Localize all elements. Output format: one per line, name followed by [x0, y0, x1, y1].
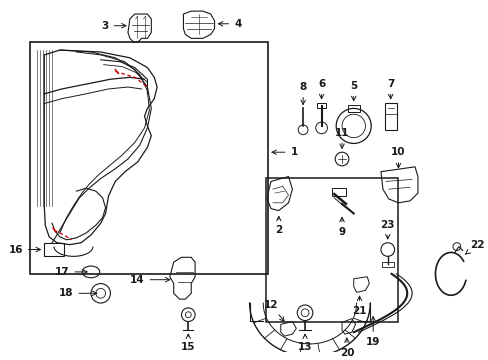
- Text: 18: 18: [59, 288, 97, 298]
- Bar: [381, 262, 393, 267]
- Text: 21: 21: [351, 296, 366, 316]
- Bar: [384, 103, 396, 130]
- Text: 4: 4: [218, 19, 241, 29]
- Text: 20: 20: [339, 338, 353, 358]
- Bar: [316, 103, 326, 108]
- Text: 17: 17: [55, 267, 87, 277]
- Text: 16: 16: [8, 244, 41, 255]
- Text: 11: 11: [334, 127, 348, 148]
- Text: 19: 19: [365, 317, 380, 347]
- Text: 1: 1: [271, 147, 297, 157]
- Text: 10: 10: [390, 147, 405, 168]
- Text: 13: 13: [297, 334, 312, 352]
- Text: 5: 5: [349, 81, 357, 101]
- Bar: [44, 243, 63, 256]
- Text: 7: 7: [386, 79, 394, 99]
- Bar: [347, 104, 359, 112]
- Text: 12: 12: [263, 300, 284, 321]
- Text: 2: 2: [275, 216, 282, 235]
- Text: 6: 6: [317, 79, 325, 99]
- Text: 9: 9: [338, 217, 345, 237]
- Text: 23: 23: [380, 220, 394, 239]
- Text: 3: 3: [101, 21, 126, 31]
- Text: 8: 8: [299, 82, 306, 104]
- Text: 22: 22: [465, 240, 484, 254]
- Text: 14: 14: [130, 275, 169, 285]
- Bar: [30, 42, 267, 274]
- Bar: [332, 188, 345, 196]
- Bar: [265, 179, 397, 323]
- Text: 15: 15: [181, 334, 195, 352]
